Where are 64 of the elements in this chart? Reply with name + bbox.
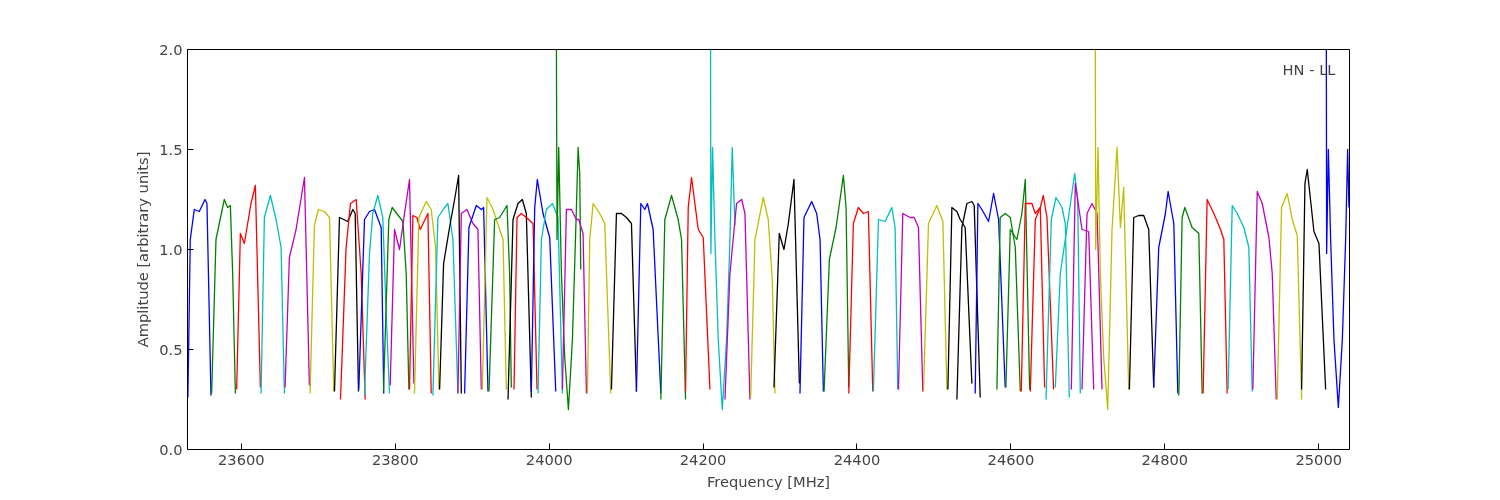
line-series [530,178,557,393]
line-series [1178,206,1203,397]
line-series [187,198,212,399]
line-series [1153,190,1179,395]
x-tick-label: 24800 [1141,450,1189,468]
y-tick-label: 0.5 [159,340,183,358]
line-series [211,198,237,395]
line-series [408,212,432,395]
line-series [709,49,736,411]
line-series [389,178,415,387]
line-series [922,204,948,393]
line-series [1252,190,1277,401]
line-series [507,198,532,401]
line-series [413,200,440,395]
y-tick-label: 0.0 [159,440,183,458]
line-series [481,196,507,391]
line-series [457,208,482,395]
line-series [339,198,366,401]
line-series [586,202,612,395]
line-series [236,184,262,391]
x-tick-label: 24600 [987,450,1035,468]
line-series [773,178,801,389]
line-series [1227,204,1253,393]
line-series [750,196,776,399]
line-series [1202,198,1228,395]
line-series [358,208,385,395]
line-series [382,206,410,393]
x-tick-label: 23600 [218,450,265,468]
x-tick-label: 24200 [679,450,727,468]
line-series [432,202,459,397]
line-series [799,200,825,395]
line-series [363,194,391,397]
line-series [823,174,850,393]
line-series [333,208,360,393]
line-series [260,194,286,395]
line-series [1128,214,1155,391]
line-series [974,192,1006,395]
line-series [438,174,462,395]
line-series [561,208,588,395]
line-series [1300,168,1327,391]
x-tick-label: 23800 [371,450,419,468]
x-tick-label: 24400 [833,450,881,468]
line-series [897,212,924,393]
line-series [1276,192,1303,401]
line-series [488,204,512,393]
x-tick-label: 24000 [525,450,573,468]
x-tick-label: 25000 [1295,450,1343,468]
x-axis-title: Frequency [MHz] [706,472,831,490]
line-series [537,202,564,395]
line-series [309,208,335,395]
y-tick-label: 1.0 [159,240,183,258]
line-series [463,204,489,395]
line-series [284,176,311,389]
y-axis-title: Amplitude [arbitrary units] [134,151,152,348]
line-series [555,49,582,411]
line-series [872,206,899,393]
line-series [848,206,874,395]
line-series [684,176,711,393]
y-tick-label: 1.5 [159,140,183,158]
y-tick-label: 2.0 [159,40,183,58]
line-series [724,198,751,401]
line-series [513,212,538,391]
line-series [660,194,687,401]
line-series [1094,49,1130,411]
